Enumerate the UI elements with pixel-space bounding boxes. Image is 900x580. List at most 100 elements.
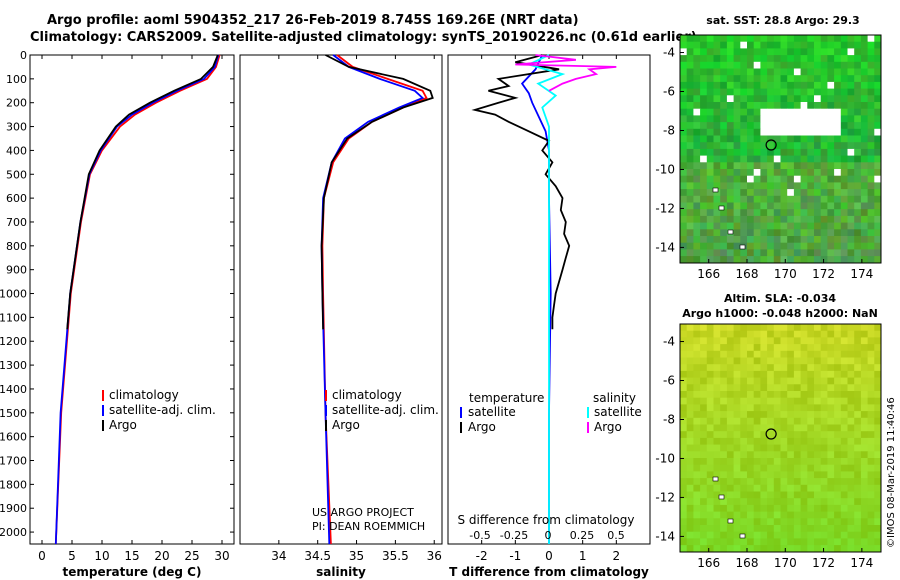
map-cell bbox=[726, 61, 734, 69]
map-cell bbox=[780, 538, 788, 546]
map-cell bbox=[753, 484, 761, 492]
map-cell bbox=[854, 431, 862, 439]
map-cell bbox=[787, 437, 795, 445]
map-cell bbox=[706, 525, 714, 533]
map-cell bbox=[814, 464, 822, 472]
map-cell bbox=[686, 55, 694, 63]
map-frame bbox=[679, 323, 882, 553]
map-cell bbox=[767, 471, 775, 479]
map-cell bbox=[680, 75, 688, 83]
map-cell bbox=[680, 538, 688, 546]
map-cell bbox=[720, 122, 728, 130]
map-cell bbox=[874, 95, 881, 103]
map-cell bbox=[814, 209, 822, 217]
map-cell bbox=[720, 128, 728, 136]
map-cell bbox=[753, 108, 761, 116]
map-cell bbox=[773, 464, 781, 472]
map-cell bbox=[874, 115, 881, 123]
map-cell bbox=[686, 115, 694, 123]
map-cell bbox=[874, 417, 881, 425]
map-cell bbox=[827, 330, 835, 338]
map-cell bbox=[753, 142, 761, 150]
panel-annotation: US ARGO PROJECT bbox=[312, 506, 414, 519]
map-cell bbox=[773, 364, 781, 372]
map-cell bbox=[840, 148, 848, 156]
map-cell bbox=[700, 437, 708, 445]
map-cell bbox=[840, 545, 848, 552]
map-cell bbox=[720, 330, 728, 338]
map-cell bbox=[860, 411, 868, 419]
map-cell bbox=[740, 209, 748, 217]
map-cell bbox=[800, 324, 808, 332]
map-cell bbox=[874, 175, 881, 183]
map-cell bbox=[854, 215, 862, 223]
map-cell bbox=[854, 357, 862, 365]
map-cell bbox=[867, 88, 875, 96]
map-cell bbox=[840, 504, 848, 512]
map-cell bbox=[700, 451, 708, 459]
map-cell bbox=[693, 498, 701, 506]
map-cell bbox=[680, 431, 688, 439]
map-cell bbox=[747, 364, 755, 372]
map-cell bbox=[706, 498, 714, 506]
map-cell bbox=[780, 451, 788, 459]
map-cell bbox=[827, 364, 835, 372]
map-cell bbox=[686, 189, 694, 197]
map-cell bbox=[693, 404, 701, 412]
map-cell bbox=[760, 35, 768, 43]
map-cell bbox=[807, 377, 815, 385]
map-cell bbox=[793, 437, 801, 445]
map-cell bbox=[860, 108, 868, 116]
map-cell bbox=[827, 424, 835, 432]
map-cell bbox=[740, 364, 748, 372]
map-cell bbox=[820, 518, 828, 526]
map-cell bbox=[780, 437, 788, 445]
map-cell bbox=[753, 411, 761, 419]
map-cell bbox=[753, 511, 761, 519]
map-cell bbox=[854, 102, 862, 110]
map-cell bbox=[820, 377, 828, 385]
map-cell bbox=[686, 229, 694, 237]
map-cell bbox=[740, 155, 748, 163]
map-cell bbox=[706, 135, 714, 143]
map-cell bbox=[726, 209, 734, 217]
map-cell bbox=[800, 538, 808, 546]
map-cell bbox=[827, 55, 835, 63]
map-cell bbox=[814, 115, 822, 123]
map-cell bbox=[860, 350, 868, 358]
map-cell bbox=[800, 504, 808, 512]
map-cell bbox=[847, 484, 855, 492]
map-cell bbox=[854, 242, 862, 250]
map-cell bbox=[700, 155, 708, 163]
map-cell bbox=[753, 337, 761, 345]
map-cell bbox=[874, 397, 881, 405]
map-cell bbox=[860, 162, 868, 170]
map-cell bbox=[787, 61, 795, 69]
map-cell bbox=[847, 531, 855, 539]
legend-header-temperature: temperature bbox=[469, 391, 544, 405]
map-cell bbox=[706, 471, 714, 479]
map-cell bbox=[700, 531, 708, 539]
series-line-salinity-satellite bbox=[526, 54, 566, 544]
map-cell bbox=[713, 242, 721, 250]
map-cell bbox=[753, 236, 761, 244]
map-cell bbox=[814, 397, 822, 405]
map-cell bbox=[753, 504, 761, 512]
map-cell bbox=[733, 195, 741, 203]
map-cell bbox=[847, 169, 855, 177]
map-cell bbox=[820, 195, 828, 203]
map-cell bbox=[827, 95, 835, 103]
map-cell bbox=[834, 437, 842, 445]
map-cell bbox=[760, 75, 768, 83]
map-cell bbox=[834, 337, 842, 345]
map-cell bbox=[847, 182, 855, 190]
map-cell bbox=[820, 81, 828, 89]
map-cell bbox=[720, 391, 728, 399]
map-cell bbox=[767, 128, 775, 136]
x-tick-label: 34.5 bbox=[304, 549, 331, 563]
map-cell bbox=[706, 55, 714, 63]
map-cell bbox=[693, 48, 701, 56]
map-cell bbox=[874, 531, 881, 539]
map-cell bbox=[820, 478, 828, 486]
map-cell bbox=[807, 236, 815, 244]
